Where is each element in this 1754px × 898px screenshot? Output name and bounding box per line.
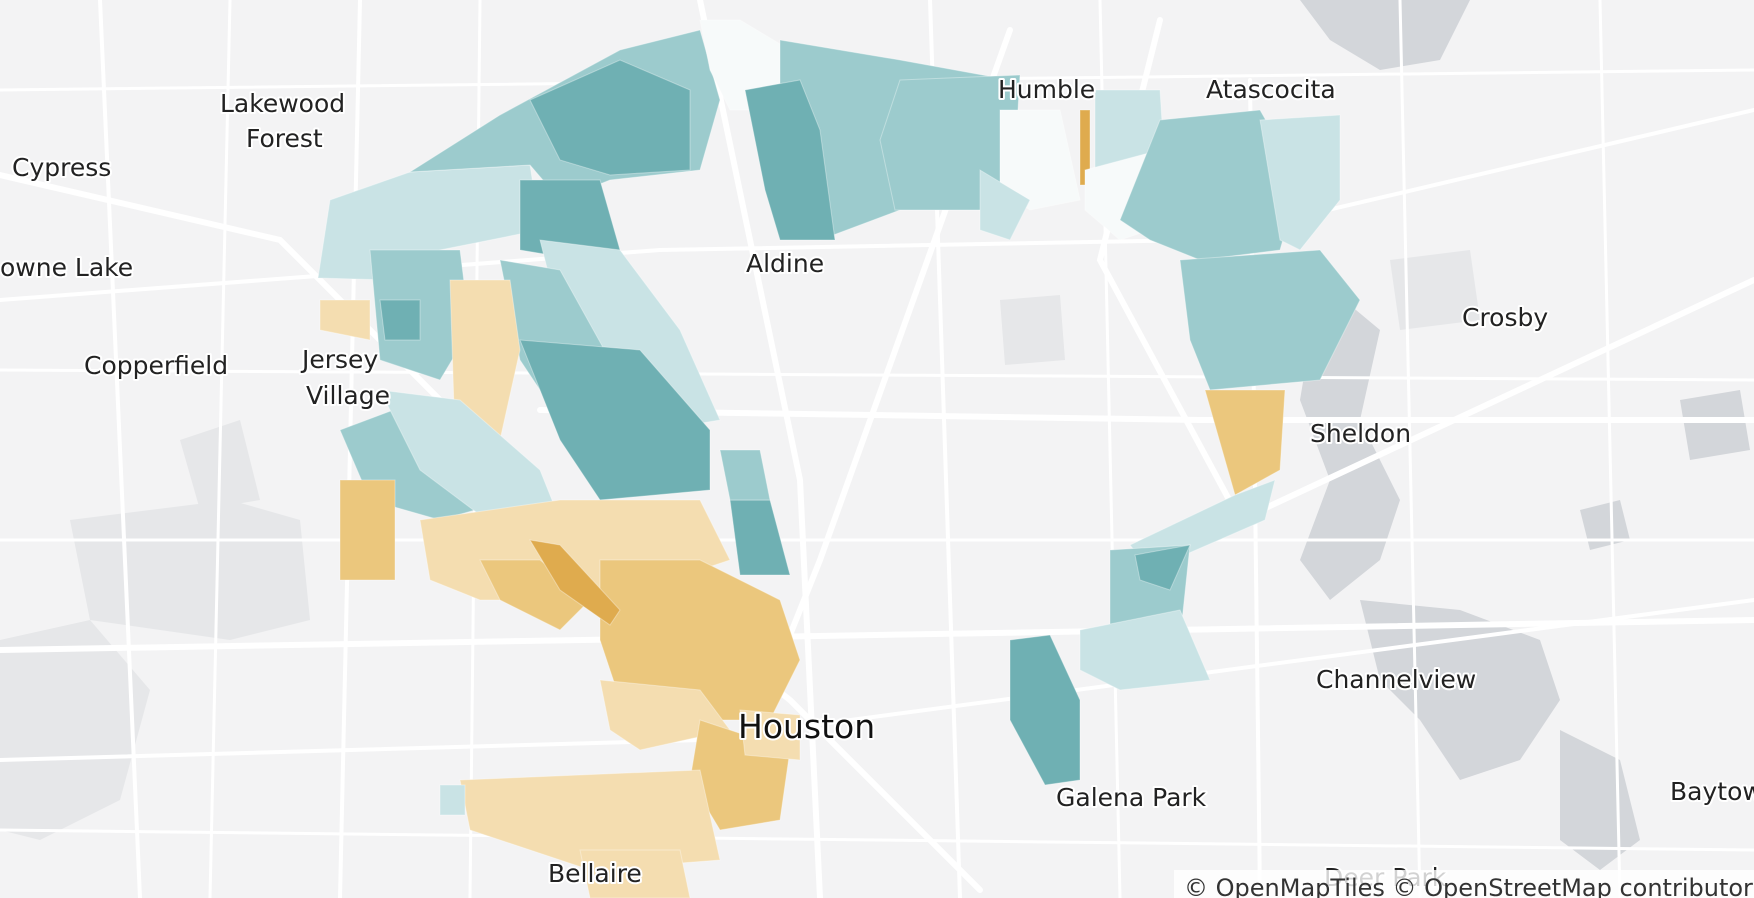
tract-region[interactable] [439, 784, 466, 816]
tract-region[interactable] [1009, 634, 1081, 786]
tract-region[interactable] [1179, 249, 1361, 391]
tract-region[interactable] [339, 479, 396, 581]
tract-region[interactable] [999, 109, 1081, 211]
road [98, 0, 142, 898]
road [0, 828, 1754, 852]
tract-region[interactable] [744, 79, 836, 241]
place-label: Channelview [1316, 665, 1476, 694]
tract-region[interactable] [1204, 389, 1286, 496]
labels-layer: Cypress Lakewood Forest owne Lake Copper… [0, 73, 1754, 894]
tract-region[interactable] [1079, 609, 1211, 691]
parks-layer [0, 250, 1480, 840]
place-label: Cypress [12, 153, 111, 182]
road [537, 407, 1754, 423]
road [697, 0, 823, 898]
park-area [1000, 295, 1065, 365]
place-label: Sheldon [1310, 419, 1411, 448]
place-label: Forest [246, 124, 323, 153]
road [0, 368, 1754, 382]
park-area [0, 620, 150, 840]
water-body [1580, 500, 1630, 550]
tract-region[interactable] [529, 539, 621, 626]
tract-region[interactable] [379, 299, 421, 341]
place-label: Bellaire [548, 859, 642, 888]
tract-region[interactable] [319, 299, 371, 341]
place-label: Aldine [746, 249, 824, 278]
road [208, 0, 232, 898]
tract-region[interactable] [739, 709, 801, 761]
place-label: Copperfield [84, 351, 228, 380]
place-label: Jersey [300, 345, 378, 374]
tract-region[interactable] [529, 59, 691, 176]
tract-region[interactable] [719, 449, 771, 501]
map-attribution[interactable]: © OpenMapTiles © OpenStreetMap contribut… [1174, 870, 1754, 898]
choropleth-layer [317, 19, 1361, 898]
tract-region[interactable] [599, 679, 731, 751]
tract-region[interactable] [1134, 544, 1191, 591]
road [1598, 0, 1622, 898]
tract-region[interactable] [479, 559, 591, 631]
tract-region[interactable] [579, 849, 691, 898]
place-label: Houston [738, 707, 875, 746]
place-label: Galena Park [1056, 783, 1207, 812]
road [0, 617, 1754, 653]
road [1398, 0, 1422, 898]
park-area [70, 500, 310, 640]
place-label: Baytow [1670, 777, 1754, 806]
tract-region[interactable] [1259, 114, 1341, 251]
tract-region[interactable] [979, 169, 1031, 241]
tract-region[interactable] [519, 339, 711, 501]
water-body [1680, 390, 1750, 460]
park-area [1390, 250, 1480, 330]
place-label: Crosby [1462, 303, 1548, 332]
place-label: Village [306, 381, 390, 410]
place-label: owne Lake [0, 253, 133, 282]
place-label: Humble [998, 75, 1095, 104]
place-label: Atascocita [1206, 75, 1336, 104]
water-body [1300, 0, 1470, 70]
place-label: Lakewood [220, 89, 345, 118]
